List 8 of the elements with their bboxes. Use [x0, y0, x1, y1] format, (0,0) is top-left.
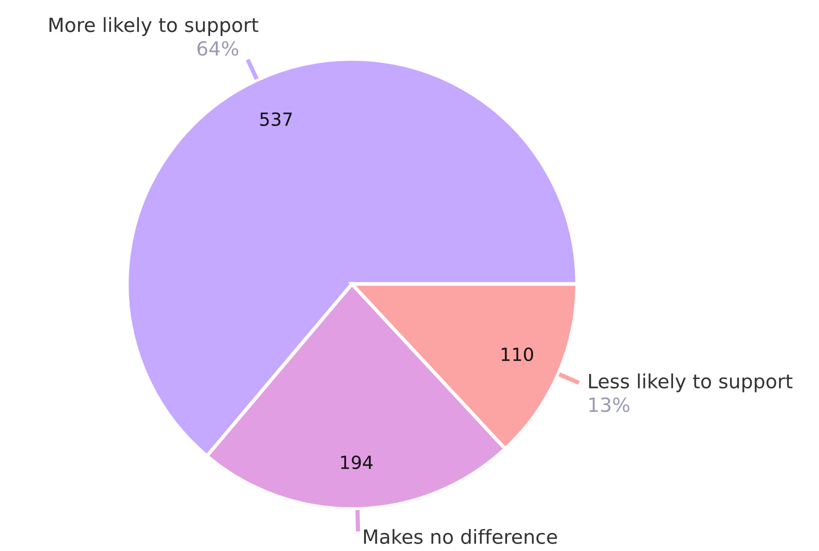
slice-label: More likely to support — [50, 17, 258, 36]
data-label: 110 — [502, 347, 534, 362]
text: 13% — [589, 397, 630, 412]
data-label: 194 — [341, 456, 373, 470]
text: 64% — [197, 41, 238, 56]
slice-label: Makes no difference — [364, 528, 557, 544]
data-label: 537 — [260, 112, 292, 126]
slice-label: Less likely to support — [589, 373, 792, 392]
